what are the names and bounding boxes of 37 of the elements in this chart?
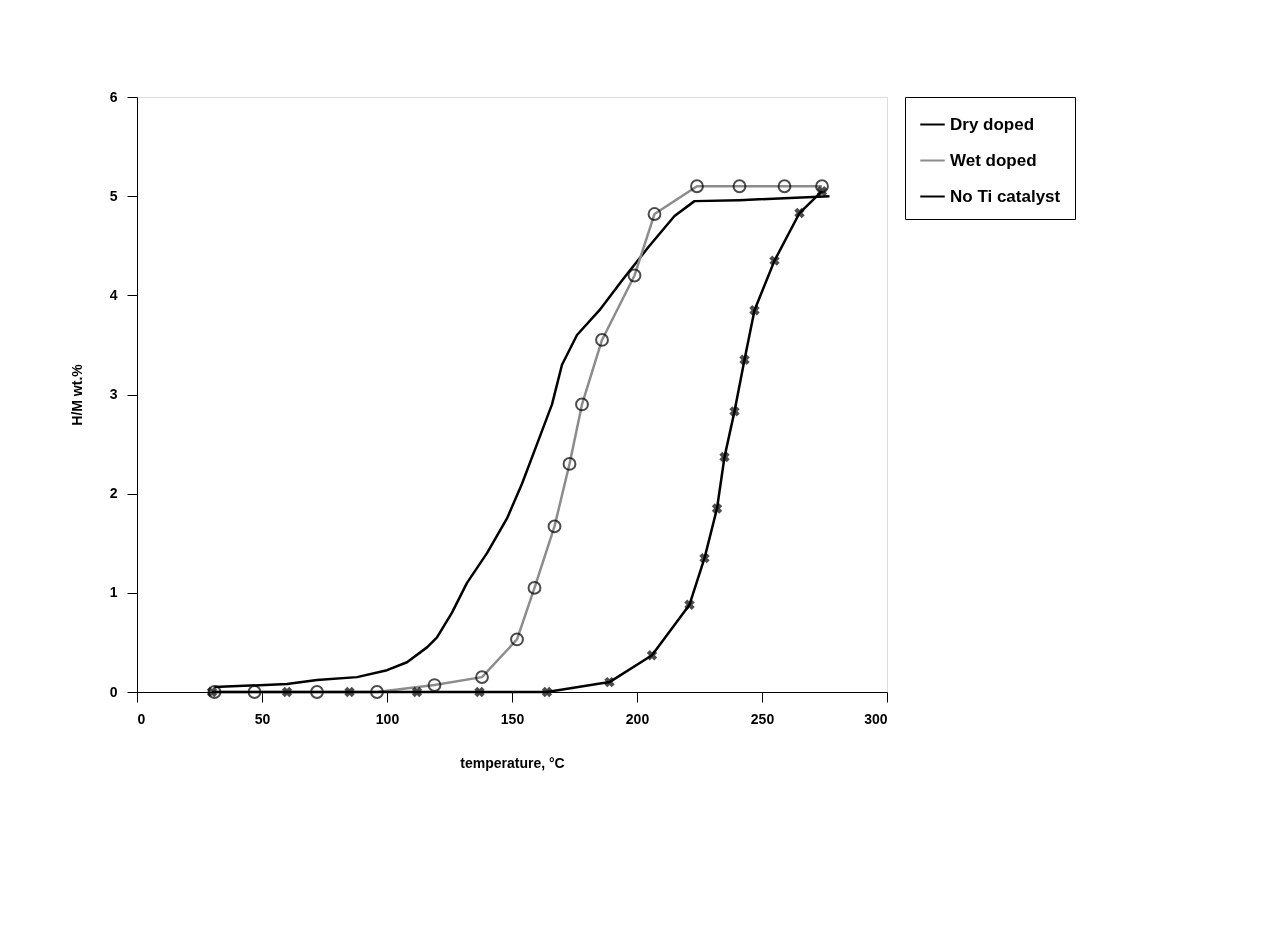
- point: [604, 676, 615, 688]
- x-tick-label: 300: [864, 710, 888, 727]
- point: [684, 599, 695, 610]
- point: [816, 186, 828, 197]
- legend-label: Dry doped: [950, 114, 1035, 134]
- point: [411, 686, 423, 698]
- x-tick-label: 150: [500, 710, 525, 727]
- point: [711, 503, 723, 514]
- x-tick-label: 50: [254, 710, 271, 727]
- y-tick-label: 1: [109, 584, 118, 601]
- x-axis-title: temperature, °C: [460, 754, 565, 771]
- point: [206, 686, 218, 698]
- x-tick-label: 250: [750, 710, 775, 727]
- y-tick-label: 4: [109, 286, 118, 303]
- point: [719, 451, 730, 463]
- point: [794, 207, 805, 219]
- point: [769, 255, 780, 266]
- point: [699, 552, 710, 564]
- y-axis-title: H/M wt.%: [68, 363, 85, 426]
- point: [541, 686, 553, 698]
- point: [729, 406, 740, 417]
- point: [344, 686, 355, 698]
- y-tick-label: 5: [109, 187, 118, 204]
- point: [281, 686, 293, 698]
- y-tick-label: 6: [109, 88, 118, 105]
- x-tick-label: 200: [625, 710, 650, 727]
- x-tick-label: 100: [375, 710, 400, 727]
- point: [749, 305, 760, 316]
- point: [474, 686, 485, 698]
- y-tick-label: 3: [109, 386, 118, 402]
- y-tick-label: 0: [109, 683, 118, 700]
- y-tick-label: 2: [109, 485, 118, 502]
- legend-label: Wet doped: [950, 150, 1037, 170]
- point: [646, 650, 658, 661]
- x-tick-label: 0: [137, 710, 146, 727]
- point: [739, 354, 750, 365]
- legend-label: No Ti catalyst: [950, 186, 1061, 206]
